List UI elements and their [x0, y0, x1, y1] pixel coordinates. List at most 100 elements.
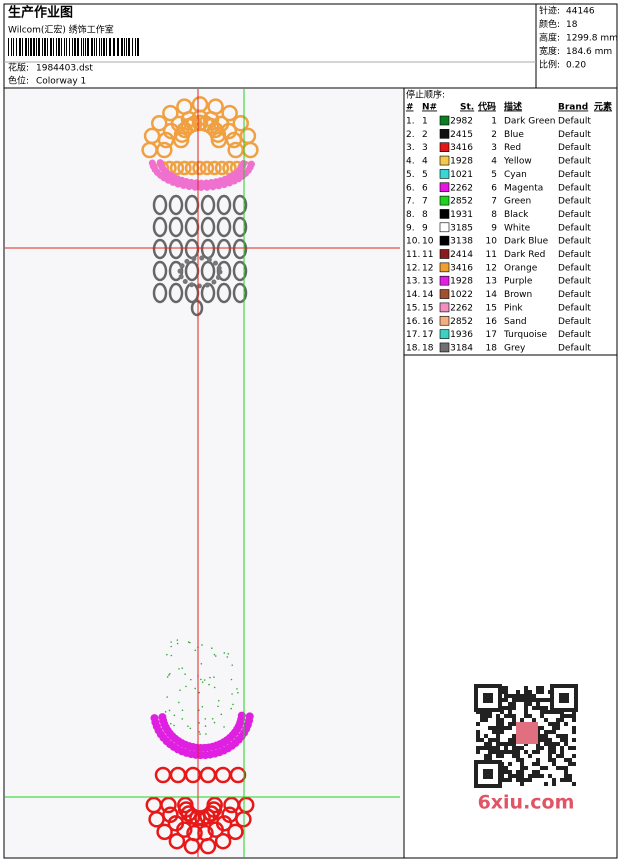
qr-cell	[540, 766, 544, 770]
qr-cell	[512, 694, 516, 698]
cell: 2414	[450, 250, 473, 260]
stitch	[169, 722, 172, 725]
qr-cell	[476, 722, 480, 726]
qr-cell	[552, 722, 556, 726]
stitch	[192, 160, 207, 176]
qr-cell	[488, 726, 492, 730]
stitch	[231, 664, 234, 666]
stitch	[170, 645, 173, 648]
stitch	[152, 216, 168, 238]
qr-cell	[568, 758, 572, 762]
bar	[47, 38, 48, 56]
qr-cell	[508, 714, 512, 718]
cell: 4	[491, 157, 497, 167]
cell: 16	[422, 317, 434, 327]
cell: 15	[422, 303, 433, 313]
stitch	[156, 159, 164, 167]
cell: 2	[491, 130, 497, 140]
stitch	[172, 131, 190, 149]
qr-cell	[512, 702, 516, 706]
column-header: St.	[460, 103, 474, 113]
qr-cell	[524, 686, 528, 690]
bar	[74, 38, 76, 56]
qr-cell	[556, 766, 560, 770]
cell: 10.	[406, 237, 420, 247]
stitch	[213, 260, 219, 266]
info-value: 44146	[566, 7, 595, 17]
qr-cell	[564, 734, 568, 738]
qr-cell	[556, 754, 560, 758]
cell: Default	[558, 157, 591, 167]
bar	[109, 38, 111, 56]
stitch	[214, 160, 230, 176]
stitch	[217, 269, 223, 275]
stitch	[176, 639, 179, 641]
qr-cell	[572, 746, 576, 750]
stitch	[168, 832, 186, 850]
qr-cell	[524, 694, 528, 698]
bar	[8, 38, 9, 56]
qr-finder	[550, 684, 578, 712]
bar	[94, 38, 95, 56]
stitch	[187, 725, 189, 728]
qr-cell	[512, 714, 516, 718]
cell: 16	[486, 317, 498, 327]
cell: 6	[422, 183, 428, 193]
stitch	[181, 667, 184, 669]
bar	[99, 38, 100, 56]
cell: Default	[558, 290, 591, 300]
qr-cell	[504, 742, 508, 746]
cell: 10	[486, 237, 498, 247]
qr-cell	[552, 758, 556, 762]
stitch	[211, 718, 214, 720]
swatch	[439, 195, 450, 206]
qr-cell	[504, 726, 508, 730]
stitch	[169, 672, 171, 675]
qr-cell	[484, 734, 488, 738]
qr-cell	[544, 710, 548, 714]
cell: 8.	[406, 210, 415, 220]
qr-cell	[520, 782, 524, 786]
qr-cell	[556, 718, 560, 722]
cell: 1931	[450, 210, 473, 220]
qr-cell	[552, 782, 556, 786]
qr-cell	[496, 754, 500, 758]
qr-cell	[492, 738, 496, 742]
qr-code	[470, 680, 580, 790]
qr-cell	[508, 706, 512, 710]
stitch	[204, 725, 207, 727]
stitch	[232, 238, 248, 260]
qr-cell	[548, 774, 552, 778]
stitch	[176, 98, 193, 115]
cell: 10	[422, 237, 434, 247]
bar	[103, 38, 105, 56]
qr-cell	[488, 746, 492, 750]
qr-cell	[480, 738, 484, 742]
cell: 6	[491, 183, 497, 193]
qr-finder	[483, 769, 493, 779]
column-header: Brand	[558, 103, 588, 113]
info-label: 针迹:	[539, 5, 560, 17]
qr-cell	[536, 758, 540, 762]
stitch	[168, 238, 184, 260]
stitch	[152, 194, 168, 216]
stitch	[167, 815, 185, 832]
cell: Default	[558, 183, 591, 193]
qr-cell	[484, 714, 488, 718]
cell: Default	[558, 210, 591, 220]
stitch	[198, 731, 201, 733]
stitch	[214, 832, 232, 850]
qr-cell	[516, 746, 520, 750]
qr-cell	[496, 734, 500, 738]
cell: 2415	[450, 130, 473, 140]
qr-cell	[568, 746, 572, 750]
qr-cell	[480, 746, 484, 750]
qr-cell	[516, 754, 520, 758]
stitch	[204, 282, 210, 288]
stitch	[190, 678, 192, 681]
cell: 7.	[406, 197, 415, 207]
cell: Dark Green	[504, 117, 555, 127]
bar	[101, 38, 102, 56]
qr-cell	[572, 738, 576, 742]
bar	[81, 38, 82, 56]
